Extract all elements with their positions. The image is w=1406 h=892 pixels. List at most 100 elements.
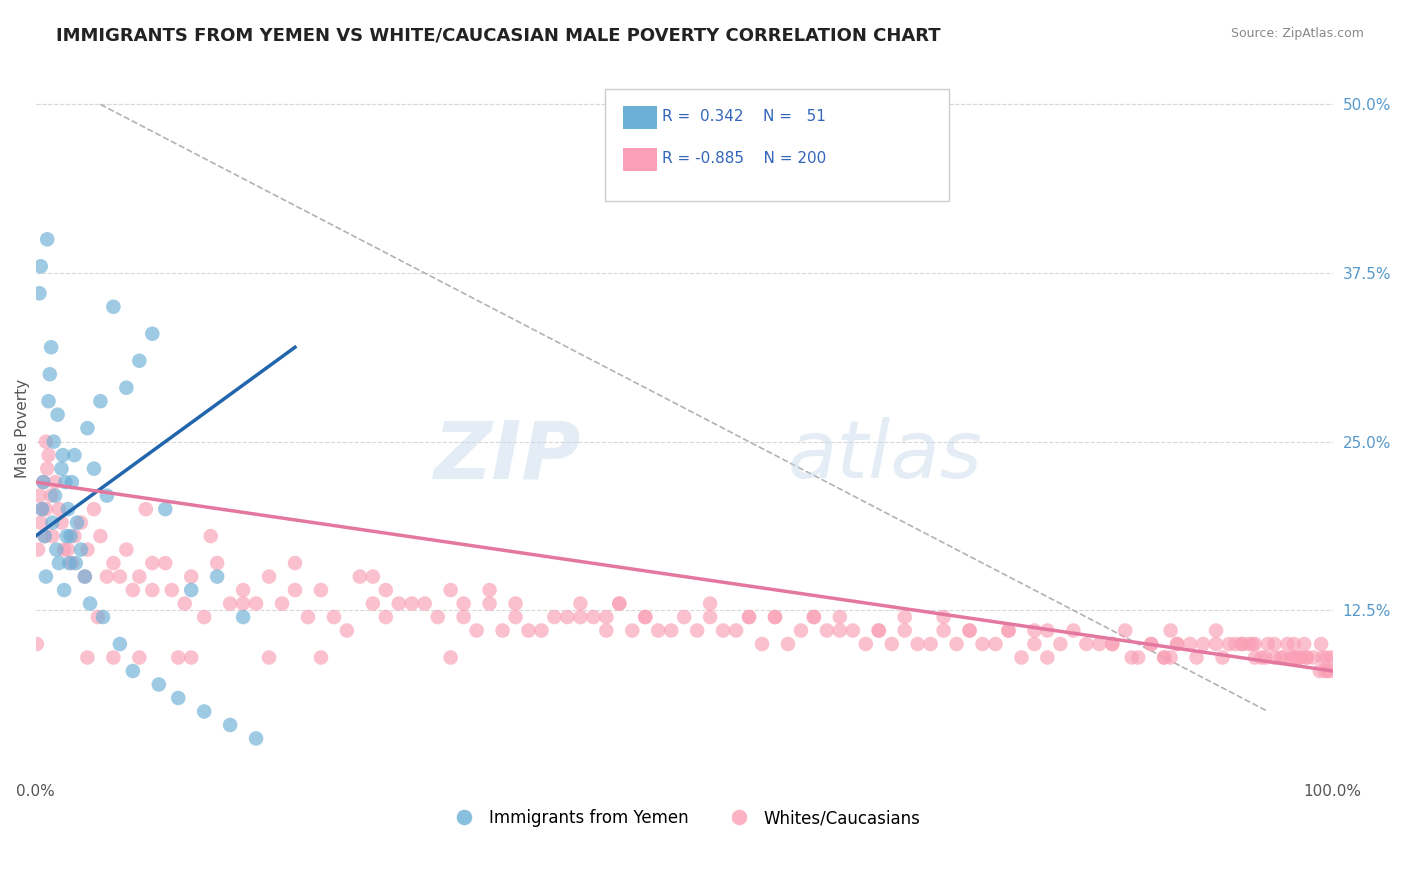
- Point: [297, 610, 319, 624]
- Point: [205, 569, 228, 583]
- Point: [763, 610, 786, 624]
- Point: [1285, 650, 1308, 665]
- Point: [155, 502, 177, 516]
- Point: [1250, 650, 1272, 665]
- Point: [30, 516, 52, 530]
- Point: [1166, 637, 1188, 651]
- Point: [1049, 637, 1071, 651]
- Point: [1237, 637, 1260, 651]
- Point: [55, 475, 77, 490]
- Point: [284, 556, 307, 570]
- Point: [108, 569, 131, 583]
- Point: [121, 583, 143, 598]
- Point: [1205, 637, 1227, 651]
- Y-axis label: Male Poverty: Male Poverty: [15, 378, 30, 478]
- Point: [1178, 637, 1201, 651]
- Point: [35, 569, 58, 583]
- Point: [1024, 624, 1046, 638]
- Point: [1241, 637, 1264, 651]
- Point: [1160, 650, 1182, 665]
- Point: [66, 516, 89, 530]
- Point: [1088, 637, 1111, 651]
- Point: [59, 529, 82, 543]
- Point: [45, 542, 67, 557]
- Point: [73, 569, 96, 583]
- Point: [1279, 650, 1302, 665]
- Point: [103, 556, 125, 570]
- Point: [465, 624, 488, 638]
- Point: [200, 529, 222, 543]
- Point: [1036, 650, 1059, 665]
- Point: [997, 624, 1019, 638]
- Point: [505, 597, 527, 611]
- Point: [31, 502, 53, 516]
- Point: [31, 502, 53, 516]
- Point: [1289, 650, 1312, 665]
- Point: [103, 650, 125, 665]
- Point: [28, 489, 51, 503]
- Point: [1140, 637, 1163, 651]
- Point: [257, 569, 280, 583]
- Point: [96, 569, 118, 583]
- Point: [1062, 624, 1084, 638]
- Point: [1272, 650, 1295, 665]
- Point: [232, 610, 254, 624]
- Point: [1309, 664, 1331, 678]
- Point: [607, 597, 630, 611]
- Point: [257, 650, 280, 665]
- Point: [1244, 637, 1267, 651]
- Point: [103, 300, 125, 314]
- Point: [361, 597, 384, 611]
- Point: [557, 610, 579, 624]
- Point: [828, 624, 851, 638]
- Point: [673, 610, 696, 624]
- Point: [453, 610, 475, 624]
- Point: [1289, 650, 1312, 665]
- Point: [569, 610, 592, 624]
- Point: [46, 408, 69, 422]
- Point: [56, 542, 79, 557]
- Point: [505, 610, 527, 624]
- Point: [1295, 650, 1317, 665]
- Point: [25, 637, 48, 651]
- Point: [1263, 650, 1285, 665]
- Point: [1114, 624, 1136, 638]
- Point: [1101, 637, 1123, 651]
- Point: [70, 542, 93, 557]
- Point: [1230, 637, 1253, 651]
- Point: [621, 624, 644, 638]
- Point: [167, 690, 190, 705]
- Point: [1313, 664, 1336, 678]
- Point: [219, 718, 242, 732]
- Point: [70, 516, 93, 530]
- Point: [828, 610, 851, 624]
- Point: [647, 624, 669, 638]
- Point: [595, 610, 617, 624]
- Point: [35, 502, 58, 516]
- Point: [361, 569, 384, 583]
- Point: [1319, 664, 1341, 678]
- Point: [1270, 650, 1292, 665]
- Point: [76, 421, 98, 435]
- Point: [932, 610, 955, 624]
- Point: [517, 624, 540, 638]
- Point: [530, 624, 553, 638]
- Point: [1282, 637, 1305, 651]
- Point: [173, 597, 195, 611]
- Point: [1218, 637, 1240, 651]
- Point: [193, 610, 215, 624]
- Point: [155, 556, 177, 570]
- Point: [984, 637, 1007, 651]
- Point: [1295, 650, 1317, 665]
- Point: [53, 542, 76, 557]
- Point: [388, 597, 411, 611]
- Point: [32, 475, 55, 490]
- Point: [997, 624, 1019, 638]
- Point: [763, 610, 786, 624]
- Point: [52, 448, 75, 462]
- Point: [141, 326, 163, 341]
- Point: [1244, 650, 1267, 665]
- Point: [65, 556, 87, 570]
- Point: [76, 650, 98, 665]
- Point: [738, 610, 761, 624]
